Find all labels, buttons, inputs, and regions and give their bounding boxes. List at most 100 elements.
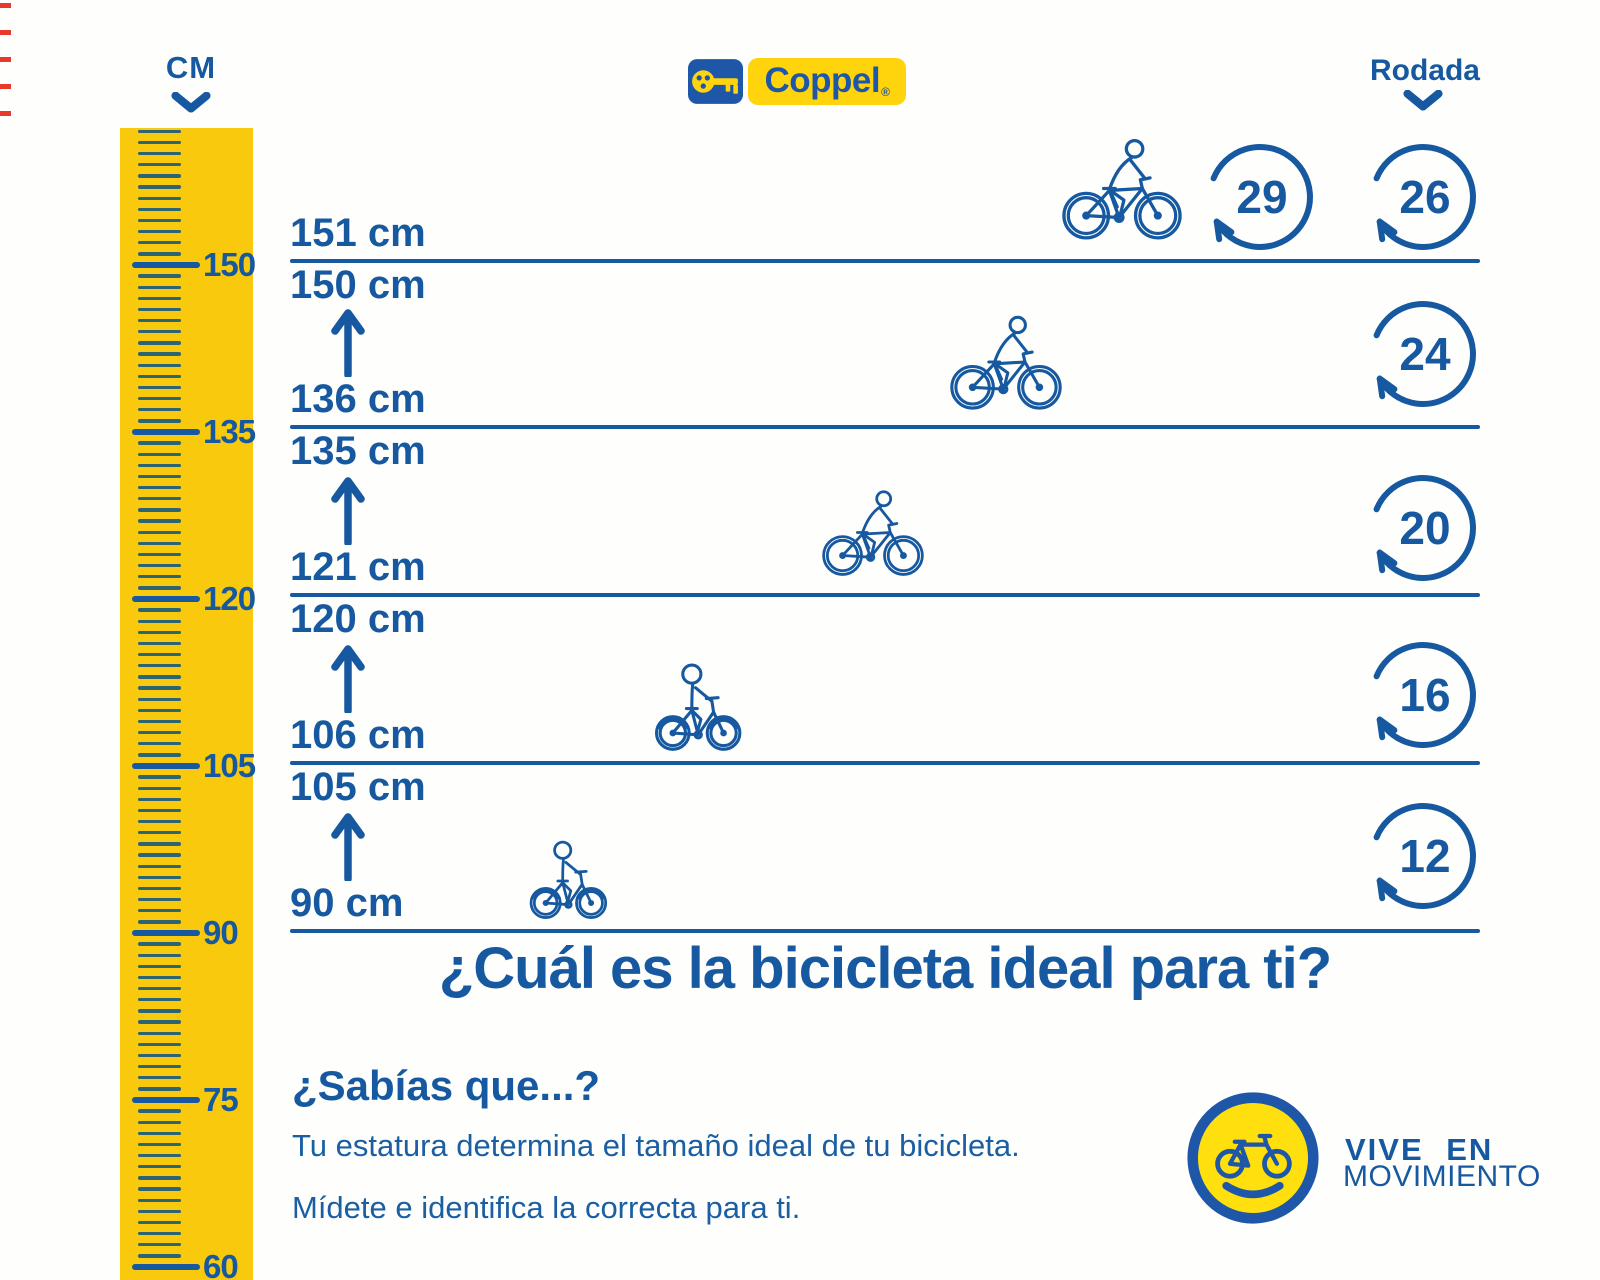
ruler-minor-tick — [138, 508, 181, 512]
ruler-minor-tick — [138, 252, 181, 256]
height-min-row5: 90 cm — [290, 881, 404, 925]
torn-edge-marks — [0, 3, 11, 131]
cyclist-icon — [950, 313, 1062, 411]
row-divider — [290, 761, 1480, 765]
ruler-minor-tick — [138, 352, 181, 356]
question-heading: ¿Cuál es la bicicleta ideal para ti? — [438, 936, 1332, 1001]
child-cyclist-icon — [527, 834, 613, 920]
height-max-row5: 105 cm — [290, 765, 426, 809]
ruler-minor-tick — [138, 1243, 181, 1247]
ruler-minor-tick — [138, 463, 181, 468]
ruler-minor-tick — [138, 797, 181, 802]
ruler-minor-tick — [138, 296, 181, 301]
ruler-tick-label: 135 — [203, 413, 256, 450]
ruler-minor-tick — [138, 1020, 181, 1024]
ruler-minor-tick — [138, 474, 181, 479]
ruler-minor-tick — [138, 652, 181, 657]
ruler-minor-tick — [138, 1198, 181, 1202]
ruler-minor-tick — [138, 151, 181, 156]
ruler-minor-tick — [138, 608, 181, 612]
wheel-size-badge-29: 29 — [1204, 141, 1316, 253]
ruler-tick-label: 120 — [203, 580, 256, 617]
vive-en-movimiento-badge — [1186, 1091, 1320, 1225]
ruler-minor-tick — [138, 1231, 181, 1236]
registered-mark: ® — [881, 84, 890, 99]
ruler-minor-tick — [138, 1031, 181, 1035]
coppel-logo: Coppel ® — [688, 57, 906, 105]
ruler-minor-tick — [138, 1142, 181, 1147]
ruler-minor-tick — [138, 241, 181, 245]
ruler-minor-tick — [138, 1042, 181, 1047]
ruler-minor-tick — [138, 1076, 181, 1080]
ruler-minor-tick — [138, 1220, 181, 1225]
ruler-minor-tick — [138, 708, 181, 713]
svg-text:12: 12 — [1399, 830, 1450, 882]
height-min-row2: 136 cm — [290, 377, 426, 421]
ruler-minor-tick — [138, 452, 181, 456]
child-cyclist-icon — [652, 656, 748, 752]
cyclist-icon — [822, 488, 924, 577]
ruler-minor-tick — [138, 942, 181, 946]
ruler-minor-tick — [138, 986, 181, 991]
ruler-minor-tick — [138, 563, 181, 568]
ruler-minor-tick — [138, 341, 181, 345]
wheel-size-badge-24: 24 — [1367, 298, 1479, 410]
chevron-down-icon — [171, 92, 211, 114]
ruler-minor-tick — [138, 519, 181, 523]
ruler-tick-label: 75 — [203, 1081, 239, 1118]
ruler-minor-tick — [138, 920, 181, 924]
ruler-minor-tick — [138, 1153, 181, 1158]
height-max-row3: 135 cm — [290, 429, 426, 473]
ruler-major-tick — [132, 1264, 200, 1270]
ruler-minor-tick — [138, 207, 181, 212]
ruler-minor-tick — [138, 196, 181, 200]
svg-text:24: 24 — [1399, 328, 1451, 380]
wheel-size-badge-12: 12 — [1367, 800, 1479, 912]
ruler-minor-tick — [138, 363, 181, 367]
row-divider — [290, 593, 1480, 597]
ruler-minor-tick — [138, 786, 181, 790]
ruler-minor-tick — [138, 853, 181, 857]
fact-line-2: Mídete e identifica la correcta para ti. — [292, 1190, 801, 1225]
ruler-minor-tick — [138, 374, 181, 379]
height-max-row4: 120 cm — [290, 597, 426, 641]
ruler-minor-tick — [138, 675, 181, 679]
height-label-row1: 151 cm — [290, 211, 426, 255]
ruler-minor-tick — [138, 1053, 181, 1058]
coppel-wordmark: Coppel ® — [748, 57, 906, 105]
wheel-size-badge-20: 20 — [1367, 472, 1479, 584]
ruler-minor-tick — [138, 998, 181, 1002]
svg-text:20: 20 — [1399, 502, 1450, 554]
ruler-minor-tick — [138, 619, 181, 623]
ruler-major-tick — [132, 930, 200, 936]
ruler-minor-tick — [138, 686, 181, 690]
svg-text:16: 16 — [1399, 669, 1450, 721]
ruler-minor-tick — [138, 441, 181, 445]
up-arrow-icon — [330, 809, 366, 881]
ruler-tick-label: 90 — [203, 914, 239, 951]
brand-name: Coppel — [764, 61, 881, 100]
ruler-minor-tick — [138, 185, 181, 189]
ruler-minor-tick — [138, 419, 181, 423]
ruler-tick-label: 60 — [203, 1248, 239, 1280]
ruler-tick-label: 105 — [203, 747, 256, 784]
ruler-minor-tick — [138, 742, 181, 746]
ruler-minor-tick — [138, 909, 181, 913]
movimiento-label: MOVIMIENTO — [1343, 1160, 1541, 1193]
ruler-minor-tick — [138, 753, 181, 757]
ruler-minor-tick — [138, 630, 181, 635]
ruler-minor-tick — [138, 140, 181, 145]
ruler-minor-tick — [138, 218, 181, 223]
ruler-minor-tick — [138, 330, 181, 334]
ruler-minor-tick — [138, 875, 181, 880]
ruler-minor-tick — [138, 1109, 181, 1113]
up-arrow-icon — [330, 473, 366, 545]
rodada-column-label: Rodada — [1369, 54, 1480, 87]
up-arrow-icon — [330, 641, 366, 713]
svg-text:29: 29 — [1236, 171, 1287, 223]
ruler-minor-tick — [138, 530, 181, 534]
ruler-minor-tick — [138, 1187, 181, 1191]
ruler-minor-tick — [138, 641, 181, 646]
ruler-minor-tick — [138, 586, 181, 590]
